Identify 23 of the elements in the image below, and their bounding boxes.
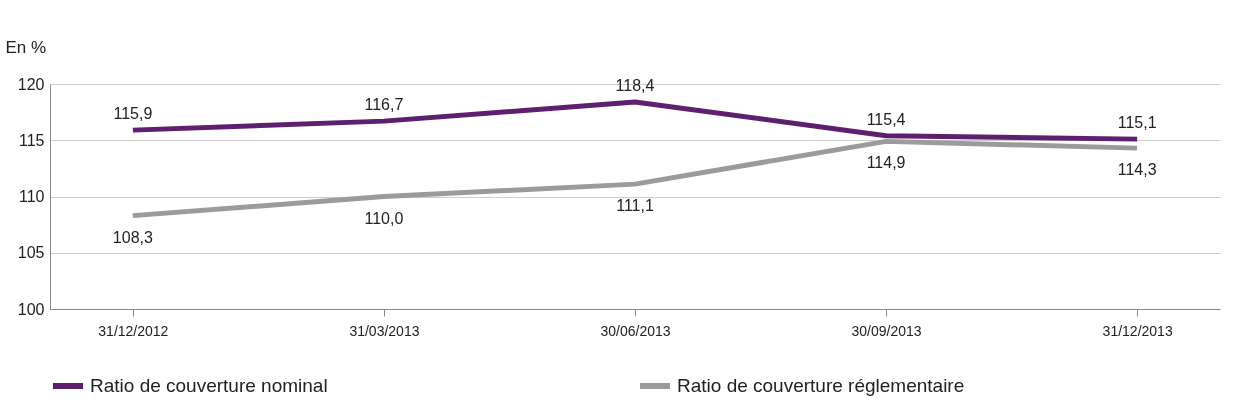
legend-label: Ratio de couverture nominal [90,375,328,396]
y-tick-label: 120 [17,75,45,93]
data-label: 115,1 [1117,114,1157,132]
data-label: 116,7 [364,96,404,114]
y-tick-label: 115 [18,131,45,149]
y-axis-title: En % [5,37,47,57]
data-label: 115,9 [113,105,153,123]
x-tick-label: 30/06/2013 [600,322,671,339]
data-label: 108,3 [112,228,153,246]
y-tick-label: 110 [18,188,45,205]
y-tick-label: 105 [17,244,45,262]
legend-label: Ratio de couverture réglementaire [677,375,965,396]
data-label: 115,4 [866,110,906,128]
y-tick-label: 100 [17,300,45,318]
data-label: 114,3 [1117,161,1157,179]
x-tick-label: 31/03/2013 [349,322,420,339]
data-label: 114,9 [866,154,906,172]
x-tick-label: 31/12/2013 [1102,322,1173,339]
data-label: 110,0 [364,209,404,227]
x-tick-label: 30/09/2013 [851,322,922,339]
data-label: 111,1 [616,197,654,215]
data-label: 118,4 [615,77,655,94]
x-tick-label: 31/12/2012 [98,322,169,339]
